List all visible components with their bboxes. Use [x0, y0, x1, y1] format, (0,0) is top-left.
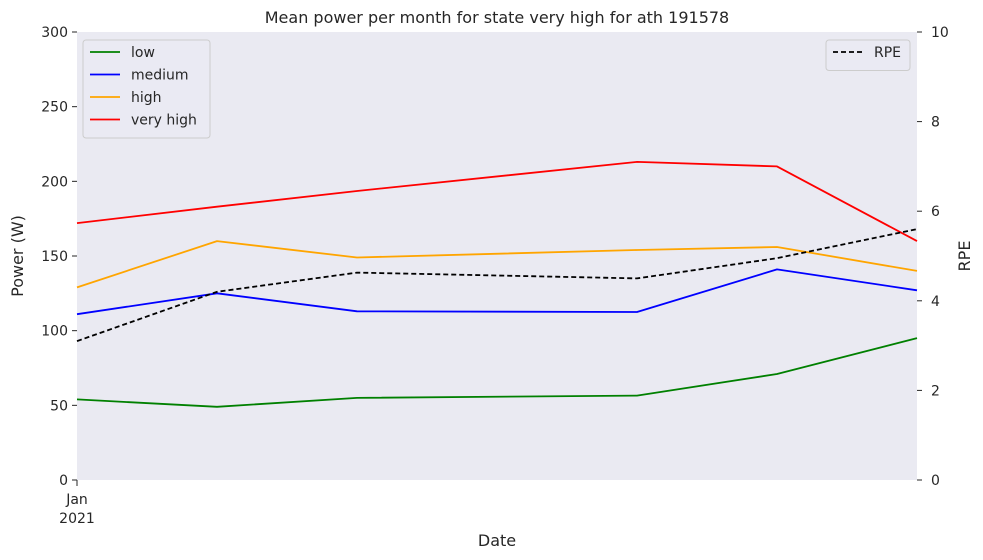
series-line-very-high	[76, 160, 918, 242]
legend-box	[825, 39, 911, 71]
legend-label-very-high: very high	[131, 113, 197, 129]
y-tick-label: 300	[41, 25, 68, 41]
y-axis-label: Power (W)	[8, 215, 27, 297]
legend-label-low: low	[131, 45, 155, 61]
legend-label-high: high	[131, 90, 162, 106]
x-tick-label-month: Jan	[65, 492, 88, 508]
y2-tick-label: 6	[931, 204, 940, 220]
y-tick-label: 100	[41, 324, 68, 340]
y-tick-label: 250	[41, 100, 68, 116]
legend-label-rpe: RPE	[874, 45, 901, 61]
y2-tick-label: 8	[931, 115, 940, 131]
y2-tick-label: 0	[931, 473, 940, 489]
legend-label-medium: medium	[131, 68, 189, 84]
y-axis-left-ticks: 0 50 100 150 200 250 300	[41, 25, 77, 489]
y-tick-label: 200	[41, 174, 68, 190]
x-axis-ticks: Jan 2021	[59, 480, 95, 527]
y-axis-right-ticks: 0 2 4 6 8 10	[917, 25, 949, 489]
plot-background	[77, 32, 917, 480]
series-line-high	[76, 240, 918, 289]
legend-right: RPE	[825, 39, 911, 71]
y-tick-label: 50	[50, 398, 68, 414]
series-layer	[76, 160, 918, 408]
y-tick-label: 150	[41, 249, 68, 265]
y2-tick-label: 4	[931, 294, 940, 310]
y2-tick-label: 2	[931, 383, 940, 399]
x-tick-label-year: 2021	[59, 511, 95, 527]
legend-box	[82, 39, 211, 139]
series-line-low	[76, 337, 918, 408]
chart-title: Mean power per month for state very high…	[265, 8, 729, 27]
x-axis-label: Date	[478, 531, 516, 550]
series-line-medium	[76, 268, 918, 316]
y2-tick-label: 10	[931, 25, 949, 41]
legend-left: low medium high very high	[82, 39, 211, 139]
y-tick-label: 0	[59, 473, 68, 489]
series-line-rpe	[76, 228, 918, 342]
y2-axis-label: RPE	[955, 241, 974, 272]
